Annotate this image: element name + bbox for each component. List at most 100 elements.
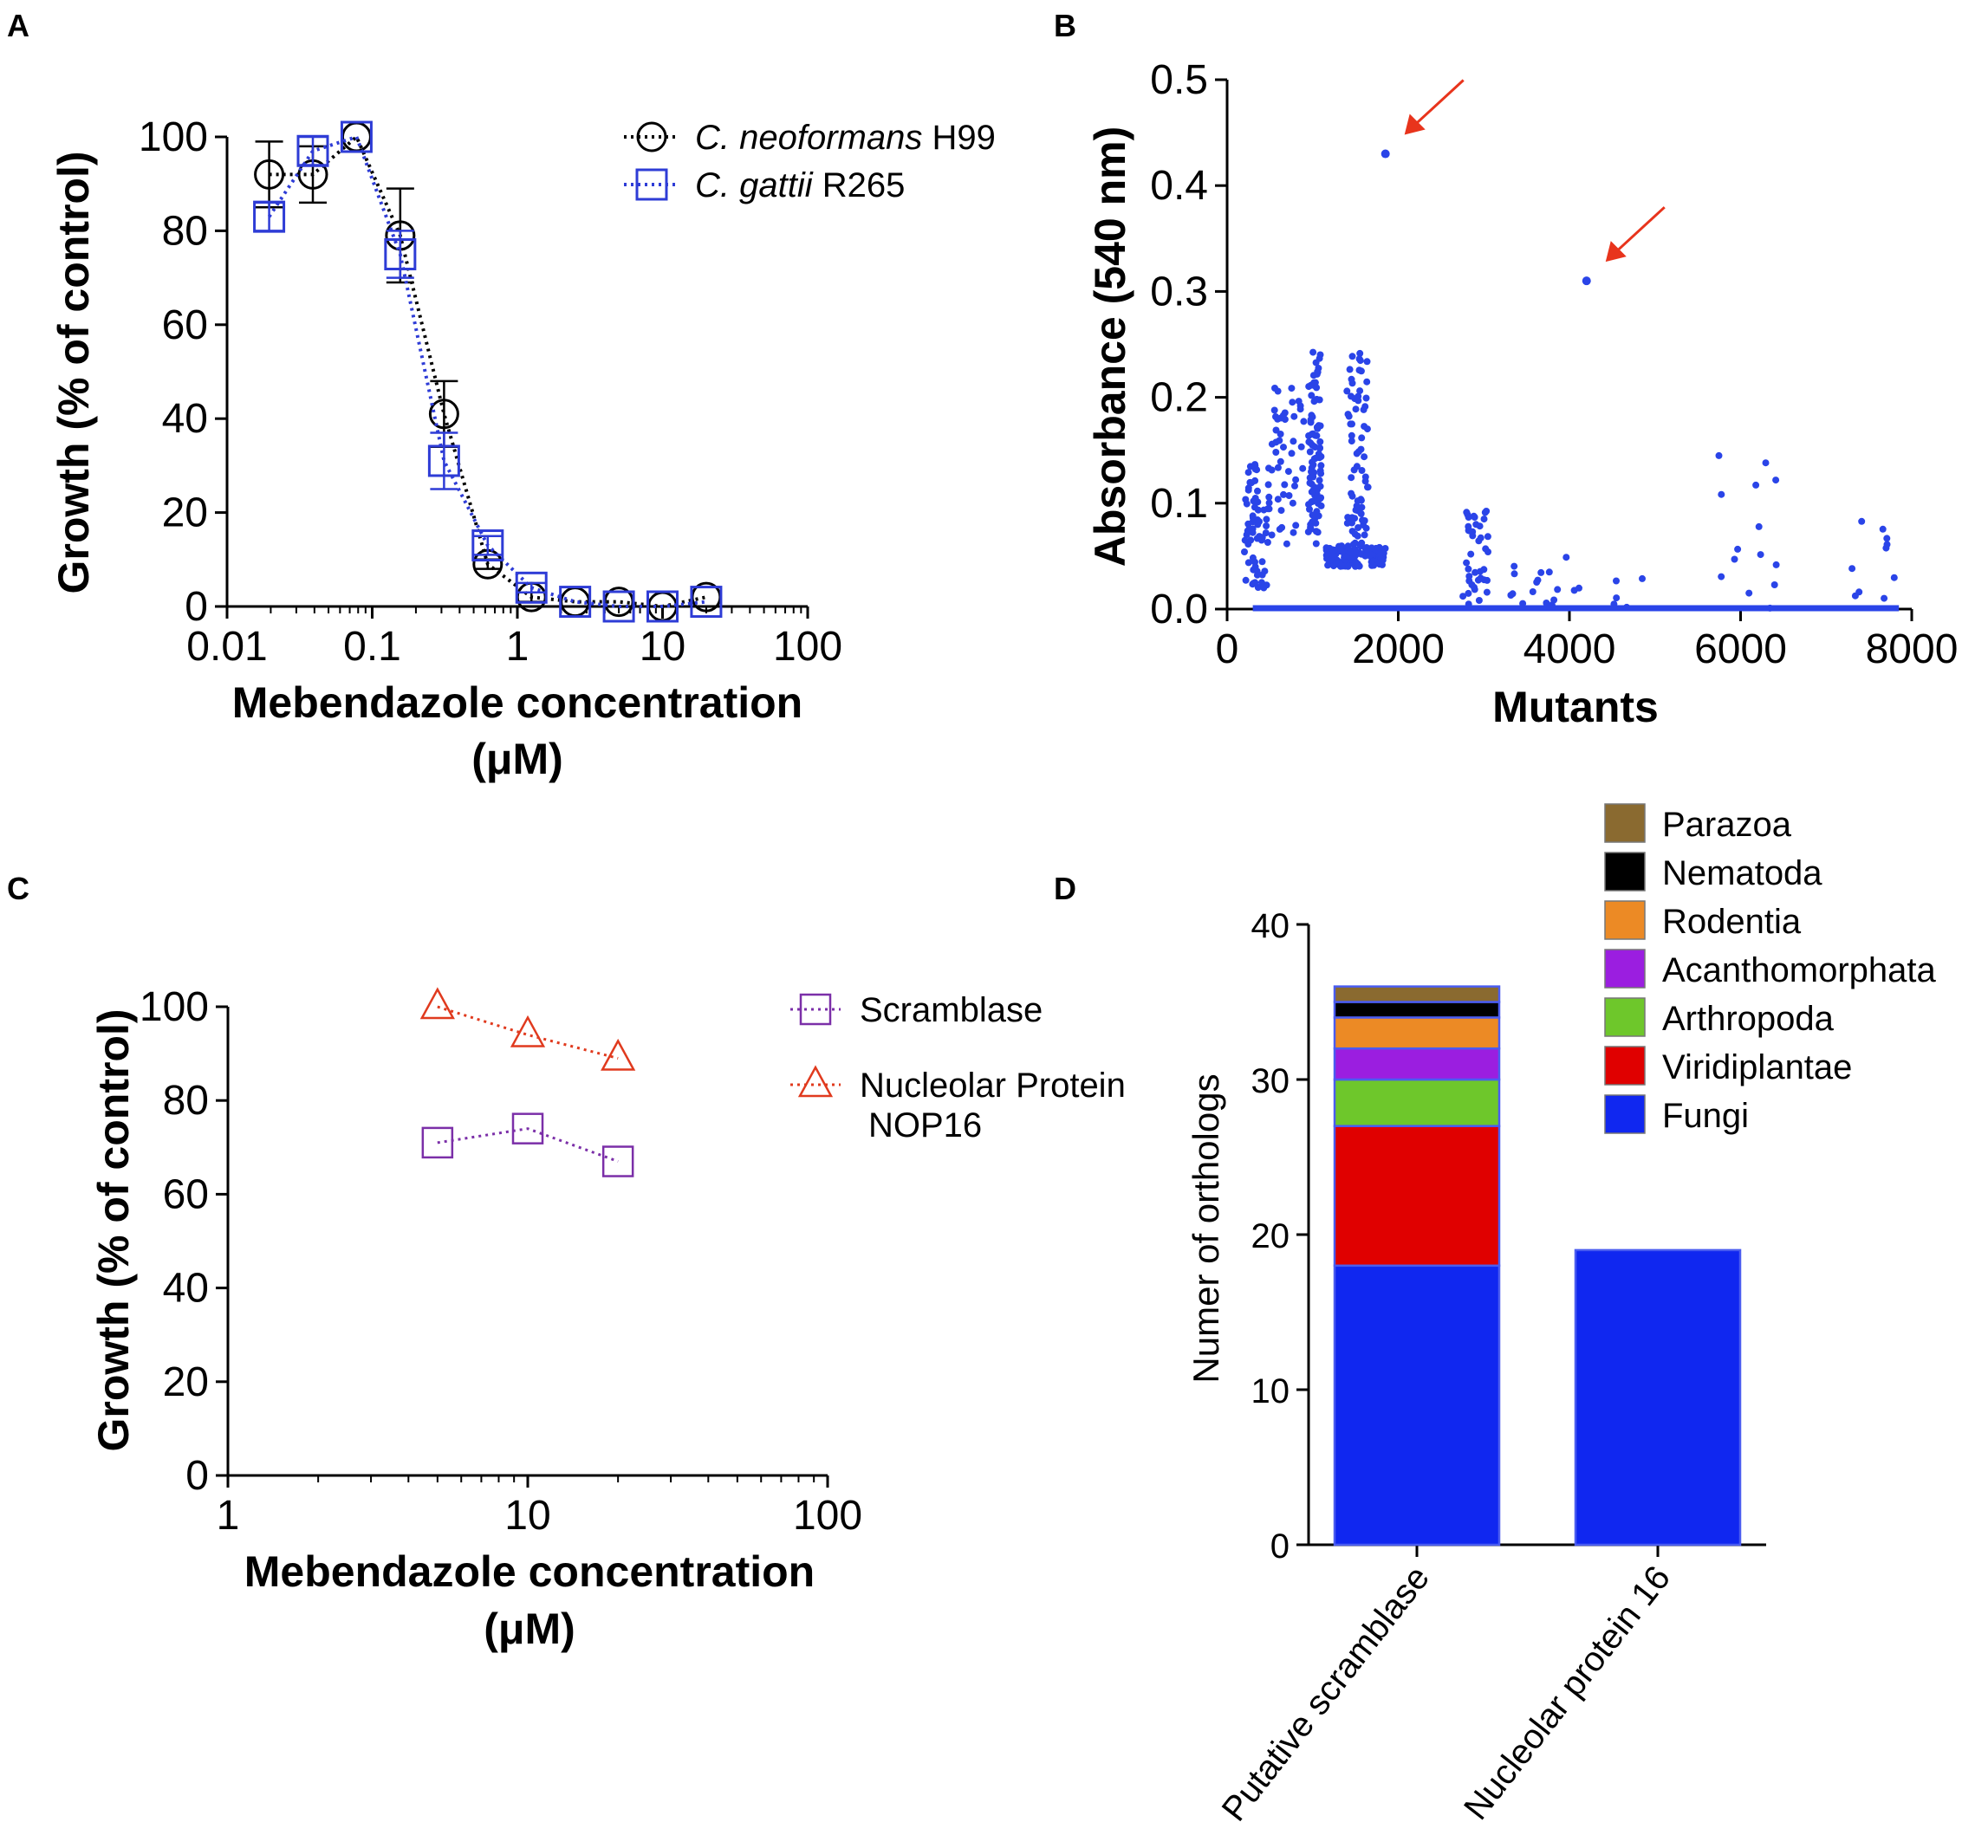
b-data-point xyxy=(1363,358,1371,366)
b-data-point xyxy=(1268,466,1276,474)
b-data-point xyxy=(1251,558,1258,566)
b-data-point xyxy=(1361,531,1368,539)
b-data-point xyxy=(1274,496,1282,503)
b-data-point xyxy=(1344,411,1352,418)
b-data-point xyxy=(1471,514,1478,521)
b-data-point xyxy=(1348,490,1355,497)
b-data-point xyxy=(1308,488,1316,496)
b-data-point xyxy=(1243,531,1251,539)
b-data-point xyxy=(1348,392,1355,400)
b-data-point xyxy=(1249,512,1257,520)
b-data-point xyxy=(1484,576,1491,584)
d-legend-swatch xyxy=(1604,900,1646,940)
b-data-point xyxy=(1858,517,1866,525)
d-legend-swatch xyxy=(1604,852,1646,892)
b-data-point xyxy=(1481,509,1489,516)
b-data-point xyxy=(1296,405,1304,413)
b-highlighted-point xyxy=(1582,276,1591,286)
b-data-point xyxy=(1355,524,1362,531)
b-x-tick-label: 6000 xyxy=(1694,626,1787,672)
b-data-point xyxy=(1281,481,1289,489)
d-y-tick-label: 20 xyxy=(1251,1217,1290,1255)
b-data-point xyxy=(1327,556,1335,564)
a-x-axis-unit: (μM) xyxy=(471,735,563,783)
d-legend-label: Nematoda xyxy=(1662,854,1822,892)
b-data-point xyxy=(1300,418,1308,425)
b-data-point xyxy=(1254,506,1262,514)
b-data-point xyxy=(1249,525,1257,533)
a-x-tick-label: 0.01 xyxy=(186,624,267,670)
panel-label-b: B xyxy=(1054,8,1076,43)
b-arrow-shaft xyxy=(1408,79,1465,131)
d-y-tick-label: 10 xyxy=(1251,1372,1290,1410)
b-data-point xyxy=(1570,587,1578,594)
b-data-point xyxy=(1268,531,1276,539)
b-data-point xyxy=(1348,519,1355,527)
b-data-point xyxy=(1322,544,1330,552)
d-legend-label: Rodentia xyxy=(1662,903,1802,941)
d-bar-segment-viridiplantae xyxy=(1333,1125,1501,1268)
b-data-point xyxy=(1537,568,1545,576)
d-bar-segment-arthropoda xyxy=(1333,1078,1501,1127)
c-x-axis-unit: (μM) xyxy=(484,1605,575,1653)
b-data-point xyxy=(1258,558,1266,566)
a-point-square xyxy=(690,586,723,619)
b-data-point xyxy=(1258,571,1266,579)
b-data-point xyxy=(1358,539,1366,547)
b-data-point xyxy=(1253,571,1261,579)
b-data-point xyxy=(1356,357,1364,365)
b-data-point xyxy=(1289,499,1296,507)
b-data-point xyxy=(1465,565,1472,573)
b-data-point xyxy=(1288,385,1296,392)
b-data-point xyxy=(1363,378,1371,386)
b-data-point xyxy=(1361,477,1369,485)
b-data-point xyxy=(1355,366,1363,374)
c-point-triangle xyxy=(510,1015,546,1047)
b-data-point xyxy=(1244,486,1252,494)
b-data-point xyxy=(1244,469,1252,477)
b-data-point xyxy=(1309,461,1317,469)
b-data-point xyxy=(1313,384,1321,392)
b-data-point xyxy=(1772,561,1780,568)
b-data-point xyxy=(1360,405,1368,413)
b-data-point xyxy=(1465,589,1472,597)
b-x-tick-label: 4000 xyxy=(1523,626,1616,672)
b-data-point xyxy=(1472,521,1480,528)
d-bar-segment-parazoa xyxy=(1333,985,1501,1003)
a-point-square xyxy=(646,590,679,623)
a-point-circle xyxy=(428,399,459,430)
b-data-point xyxy=(1317,462,1325,470)
b-data-point xyxy=(1290,412,1298,420)
a-point-square xyxy=(427,444,460,477)
c-point-triangle xyxy=(601,1038,636,1071)
panel-label-a: A xyxy=(7,8,29,43)
b-data-point xyxy=(1348,528,1356,535)
b-data-point xyxy=(1377,555,1385,563)
b-data-point xyxy=(1881,594,1888,602)
d-y-tick-label: 40 xyxy=(1251,907,1290,945)
a-legend-marker xyxy=(635,168,668,201)
c-x-tick-label: 10 xyxy=(504,1493,550,1539)
b-data-point xyxy=(1851,592,1859,600)
b-data-point xyxy=(1610,600,1618,608)
b-data-point xyxy=(1469,532,1477,540)
b-data-point xyxy=(1324,561,1332,569)
b-data-point xyxy=(1257,579,1265,587)
b-data-point xyxy=(1338,542,1346,550)
a-legend-label-strain: H99 xyxy=(922,119,996,157)
panel-label-d: D xyxy=(1054,871,1076,906)
b-data-point xyxy=(1348,353,1356,360)
b-data-point xyxy=(1310,518,1318,525)
b-data-point xyxy=(1348,514,1356,522)
b-data-point xyxy=(1316,354,1323,362)
c-legend-label-line2: NOP16 xyxy=(868,1106,982,1144)
b-data-point xyxy=(1467,550,1475,558)
b-data-point xyxy=(1264,505,1271,513)
b-data-point xyxy=(1254,498,1262,506)
b-data-point xyxy=(1304,528,1312,535)
b-data-point xyxy=(1288,450,1296,457)
b-data-point xyxy=(1379,561,1386,568)
a-legend-label-italic: C. gattii xyxy=(695,166,814,204)
b-data-point xyxy=(1359,516,1366,524)
b-data-point xyxy=(1250,566,1257,574)
